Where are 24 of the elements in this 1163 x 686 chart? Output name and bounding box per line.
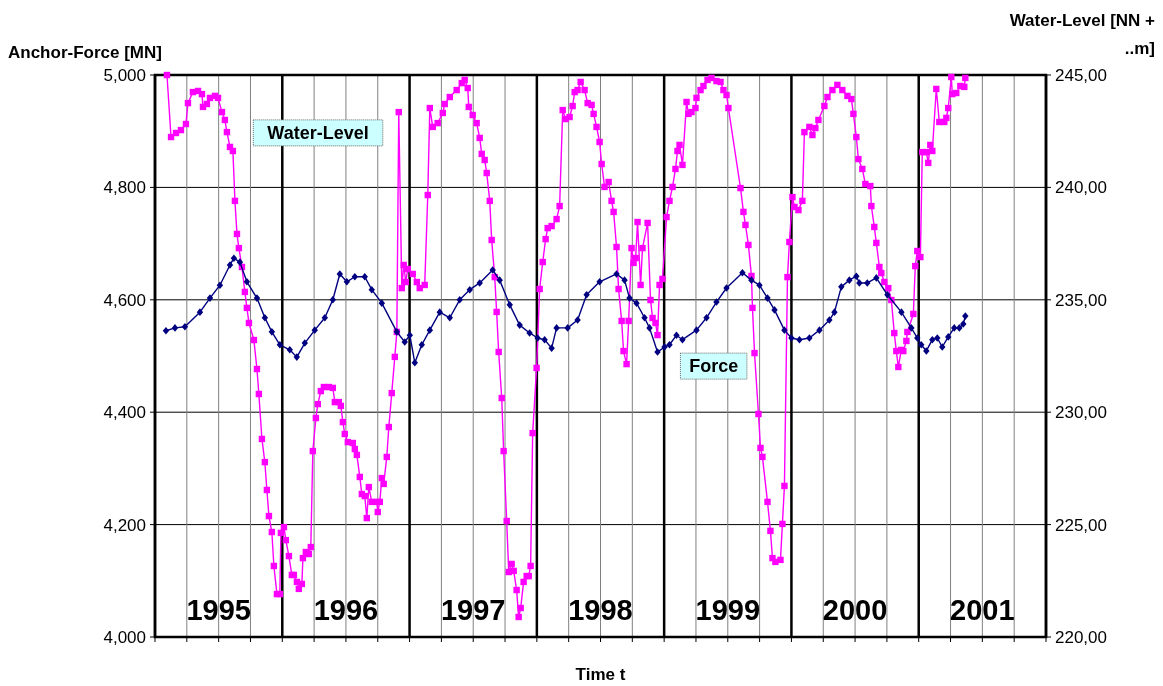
x-tick-label: 1997 [440, 594, 506, 626]
y-tick-label: 4,000 [103, 627, 146, 647]
y2-tick-label: 230,00 [1055, 403, 1107, 423]
y2-tick-label: 225,00 [1055, 515, 1107, 535]
x-tick-label: 1995 [186, 594, 251, 626]
y2-tick-label: 245,00 [1055, 65, 1107, 85]
y-tick-label: 5,000 [103, 65, 146, 85]
y2-tick-label: 220,00 [1055, 627, 1107, 647]
y2-tick-label: 235,00 [1055, 290, 1107, 310]
x-tick-label: 1996 [313, 594, 379, 626]
y2-tick-label: 240,00 [1055, 178, 1107, 198]
y-axis-title: Anchor-Force [MN] [8, 43, 162, 62]
y2-axis-title: Water-Level [NN + ..m] [1009, 11, 1156, 58]
x-tick-label: 2000 [822, 594, 888, 626]
x-axis-title: Time t [575, 665, 626, 684]
series-label: Force [689, 356, 739, 377]
x-tick-label: 2001 [950, 594, 1015, 626]
y-tick-label: 4,800 [103, 178, 146, 198]
series-label: Water-Level [267, 123, 369, 144]
x-tick-label: 1998 [568, 594, 633, 626]
x-tick-label: 1999 [695, 594, 761, 626]
y-tick-label: 4,600 [103, 290, 146, 310]
y-tick-label: 4,200 [103, 515, 146, 535]
y-tick-label: 4,400 [103, 403, 146, 423]
